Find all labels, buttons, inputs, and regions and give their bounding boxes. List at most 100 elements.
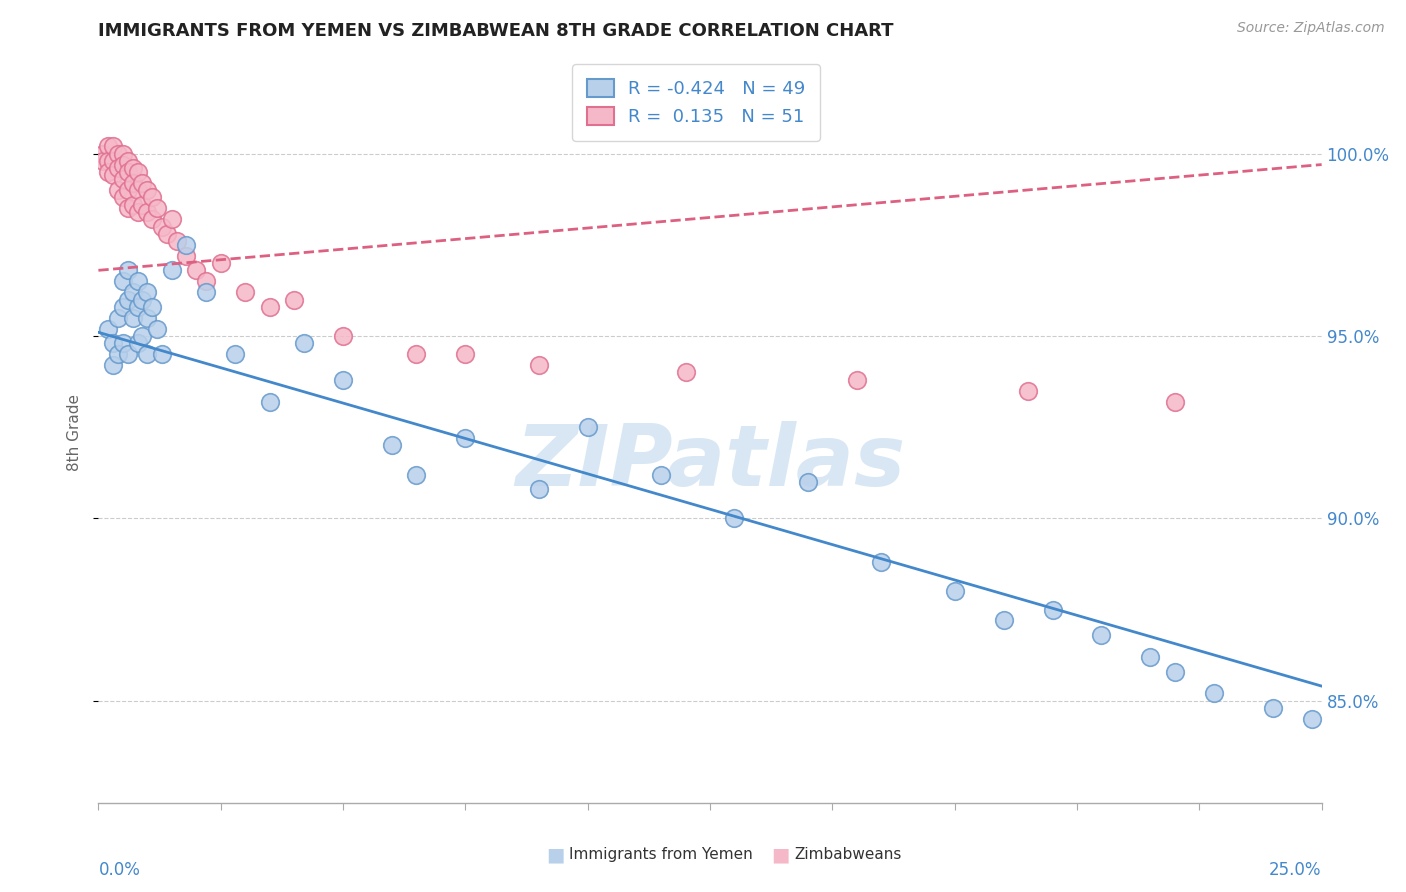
Point bbox=[111, 157, 134, 171]
Point bbox=[117, 153, 139, 168]
Point bbox=[101, 336, 124, 351]
Text: ■: ■ bbox=[770, 845, 790, 864]
Point bbox=[381, 438, 404, 452]
Point bbox=[117, 347, 139, 361]
Point bbox=[136, 310, 159, 325]
Point bbox=[797, 475, 820, 489]
Point bbox=[117, 183, 139, 197]
Point bbox=[97, 153, 120, 168]
Point bbox=[160, 212, 183, 227]
Point bbox=[107, 146, 129, 161]
Point bbox=[101, 358, 124, 372]
Point bbox=[136, 205, 159, 219]
Point bbox=[1139, 649, 1161, 664]
Point bbox=[136, 183, 159, 197]
Point bbox=[156, 227, 179, 241]
Point bbox=[101, 169, 124, 183]
Text: IMMIGRANTS FROM YEMEN VS ZIMBABWEAN 8TH GRADE CORRELATION CHART: IMMIGRANTS FROM YEMEN VS ZIMBABWEAN 8TH … bbox=[98, 22, 894, 40]
Point bbox=[121, 161, 143, 176]
Point bbox=[146, 321, 169, 335]
Point bbox=[111, 274, 134, 288]
Point bbox=[117, 263, 139, 277]
Point bbox=[233, 285, 256, 300]
Point bbox=[209, 256, 232, 270]
Point bbox=[111, 190, 134, 204]
Point bbox=[101, 139, 124, 153]
Point bbox=[111, 146, 134, 161]
Y-axis label: 8th Grade: 8th Grade bbox=[66, 394, 82, 471]
Point bbox=[131, 293, 153, 307]
Point bbox=[405, 467, 427, 482]
Point bbox=[111, 300, 134, 314]
Point bbox=[259, 394, 281, 409]
Text: 25.0%: 25.0% bbox=[1270, 861, 1322, 880]
Point bbox=[292, 336, 315, 351]
Point bbox=[127, 183, 149, 197]
Point bbox=[127, 300, 149, 314]
Point bbox=[527, 482, 550, 496]
Text: Source: ZipAtlas.com: Source: ZipAtlas.com bbox=[1237, 21, 1385, 35]
Point bbox=[141, 300, 163, 314]
Point bbox=[127, 205, 149, 219]
Point bbox=[97, 139, 120, 153]
Point bbox=[1202, 686, 1225, 700]
Point bbox=[870, 555, 893, 569]
Point bbox=[1017, 384, 1039, 398]
Point bbox=[176, 249, 198, 263]
Point bbox=[121, 176, 143, 190]
Point bbox=[845, 373, 868, 387]
Point bbox=[650, 467, 672, 482]
Point bbox=[121, 197, 143, 211]
Point bbox=[97, 165, 120, 179]
Point bbox=[993, 614, 1015, 628]
Point bbox=[332, 329, 354, 343]
Point bbox=[1090, 628, 1112, 642]
Point bbox=[195, 285, 218, 300]
Point bbox=[111, 172, 134, 186]
Point bbox=[107, 347, 129, 361]
Point bbox=[101, 153, 124, 168]
Point bbox=[117, 293, 139, 307]
Point bbox=[150, 347, 173, 361]
Text: ■: ■ bbox=[546, 845, 565, 864]
Point bbox=[332, 373, 354, 387]
Text: 0.0%: 0.0% bbox=[98, 861, 141, 880]
Point bbox=[131, 176, 153, 190]
Point bbox=[259, 300, 281, 314]
Point bbox=[1164, 665, 1187, 679]
Point bbox=[224, 347, 246, 361]
Point bbox=[160, 263, 183, 277]
Point bbox=[146, 202, 169, 216]
Point bbox=[675, 366, 697, 380]
Point bbox=[136, 347, 159, 361]
Point bbox=[107, 310, 129, 325]
Text: Zimbabweans: Zimbabweans bbox=[794, 847, 901, 862]
Point bbox=[1261, 701, 1284, 715]
Point bbox=[127, 336, 149, 351]
Point bbox=[141, 190, 163, 204]
Text: Immigrants from Yemen: Immigrants from Yemen bbox=[569, 847, 754, 862]
Point bbox=[1042, 602, 1064, 616]
Point bbox=[1301, 712, 1323, 726]
Point bbox=[186, 263, 208, 277]
Point bbox=[176, 237, 198, 252]
Point bbox=[1164, 394, 1187, 409]
Point bbox=[195, 274, 218, 288]
Point bbox=[150, 219, 173, 234]
Point bbox=[107, 183, 129, 197]
Point bbox=[454, 431, 477, 445]
Point bbox=[943, 584, 966, 599]
Point bbox=[166, 234, 188, 248]
Point bbox=[131, 329, 153, 343]
Point bbox=[283, 293, 305, 307]
Point bbox=[454, 347, 477, 361]
Point bbox=[117, 165, 139, 179]
Point bbox=[107, 161, 129, 176]
Point bbox=[111, 336, 134, 351]
Point bbox=[117, 202, 139, 216]
Point bbox=[127, 165, 149, 179]
Point bbox=[97, 321, 120, 335]
Point bbox=[576, 420, 599, 434]
Point bbox=[121, 285, 143, 300]
Point bbox=[91, 153, 114, 168]
